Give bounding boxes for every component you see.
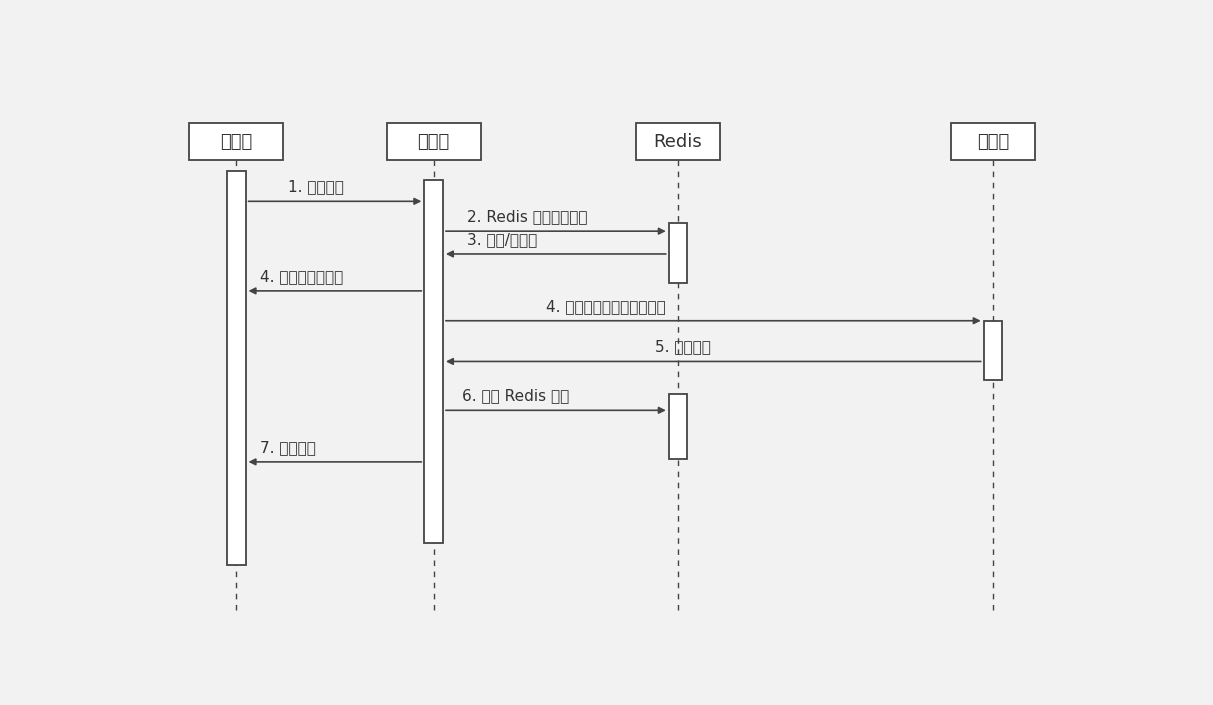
Text: 2. Redis 是否存在数据: 2. Redis 是否存在数据 xyxy=(467,209,587,224)
Text: 服务端: 服务端 xyxy=(417,133,450,151)
FancyBboxPatch shape xyxy=(189,123,284,160)
FancyBboxPatch shape xyxy=(984,321,1002,381)
FancyBboxPatch shape xyxy=(951,123,1035,160)
Text: 7. 返回数据: 7. 返回数据 xyxy=(260,440,315,455)
FancyBboxPatch shape xyxy=(227,171,245,565)
Text: 4. 不存在，数据库查询数据: 4. 不存在，数据库查询数据 xyxy=(546,299,666,314)
Text: 4. 存在，返回数据: 4. 存在，返回数据 xyxy=(260,269,343,284)
Text: 1. 请求数据: 1. 请求数据 xyxy=(287,179,343,195)
Text: Redis: Redis xyxy=(654,133,702,151)
Text: 6. 更新 Redis 缓存: 6. 更新 Redis 缓存 xyxy=(462,388,569,403)
Text: 3. 存在/不存在: 3. 存在/不存在 xyxy=(467,232,537,247)
FancyBboxPatch shape xyxy=(636,123,721,160)
Text: 数据库: 数据库 xyxy=(976,133,1009,151)
FancyBboxPatch shape xyxy=(387,123,480,160)
FancyBboxPatch shape xyxy=(425,180,443,544)
Text: 5. 返回数据: 5. 返回数据 xyxy=(655,339,711,355)
FancyBboxPatch shape xyxy=(668,394,688,459)
Text: 客户端: 客户端 xyxy=(220,133,252,151)
FancyBboxPatch shape xyxy=(668,223,688,283)
